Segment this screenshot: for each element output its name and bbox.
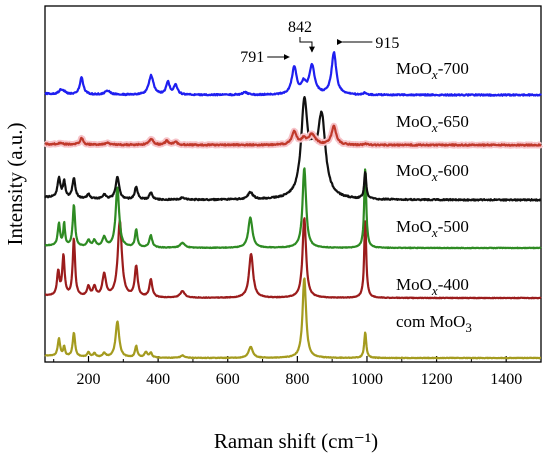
series-label: com MoO3 [396,312,472,335]
series-line [44,51,542,97]
peak-annotations: 791 842 915 [240,19,399,66]
series-label: MoOx-600 [396,161,469,184]
series-line [44,277,542,360]
x-tick-label: 600 [216,371,240,388]
series-label: MoOx-700 [396,59,469,82]
series-label: MoOx-500 [396,217,469,240]
series-layer [42,51,544,360]
series-labels: com MoO3 MoOx-400 MoOx-500 MoOx-600 MoOx-650… [396,59,472,335]
series-label: MoOx-400 [396,275,469,298]
x-tick-label: 1200 [421,371,453,388]
annotation-arrow [299,37,315,53]
x-ticks: 200 400 600 800 1000 1200 1400 [53,356,542,388]
x-tick-label: 1400 [490,371,522,388]
series-line [44,124,542,147]
annotation-842: 842 [288,19,312,36]
x-axis-title: Raman shift (cm⁻¹) [214,429,378,453]
x-tick-label: 200 [77,371,101,388]
x-tick-label: 400 [146,371,170,388]
x-tick-label: 800 [285,371,309,388]
series-line [44,96,542,202]
series-line [44,167,542,250]
annotation-915: 915 [375,35,399,52]
annotation-791: 791 [240,49,264,66]
x-tick-label: 1000 [351,371,383,388]
plot-frame [44,5,542,363]
y-axis-title: Intensity (a.u.) [3,122,27,245]
series-label: MoOx-650 [396,112,469,135]
series-line [44,217,542,300]
